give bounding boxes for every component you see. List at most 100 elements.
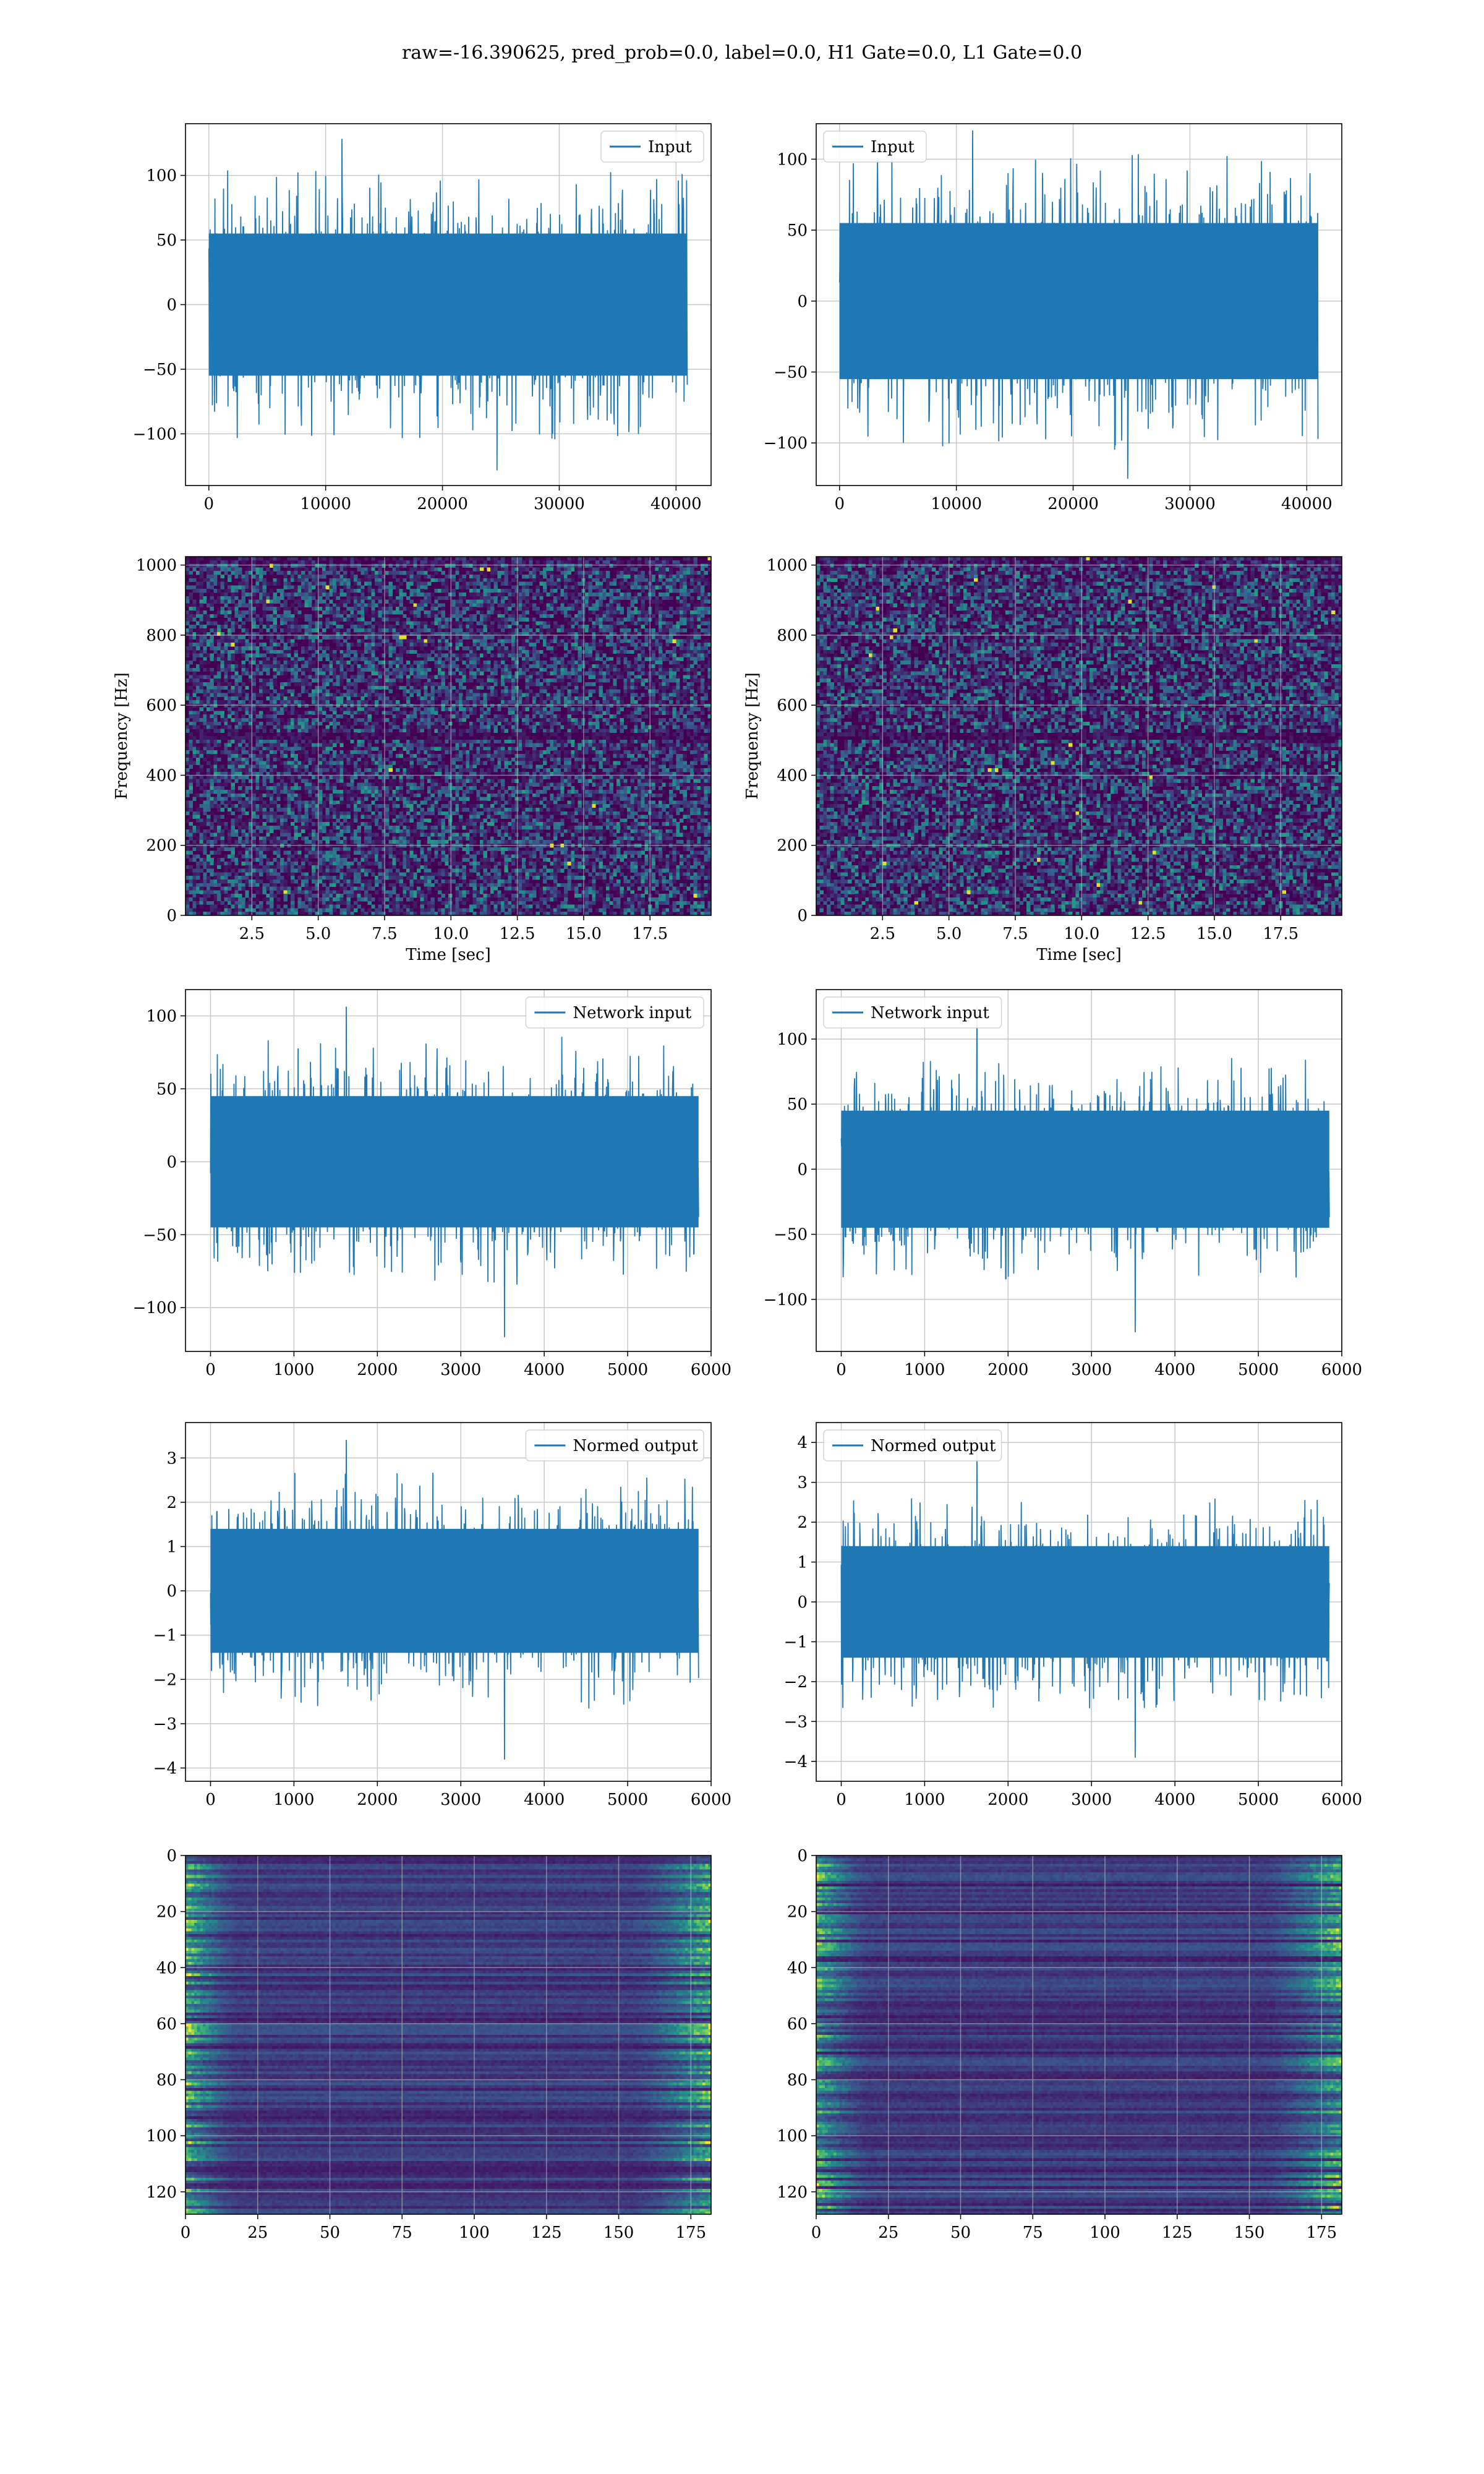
x-tick-label: 0 (811, 2224, 822, 2242)
legend: Input (601, 131, 704, 162)
heatmap-cells (816, 557, 1342, 916)
plot-body (816, 557, 1342, 916)
y-tick-label: 3 (166, 1449, 177, 1468)
signal-core (210, 1096, 698, 1227)
y-tick-label: 0 (166, 296, 177, 315)
heatmap-cells (816, 1856, 1342, 2215)
y-tick-label: 800 (146, 627, 177, 645)
y-tick-label: 120 (777, 2183, 808, 2202)
y-axis-label: Frequency [Hz] (743, 672, 762, 800)
y-tick-label: −1 (153, 1627, 177, 1645)
y-tick-label: −100 (133, 425, 177, 443)
y-tick-label: 200 (777, 837, 808, 855)
x-tick-label: 75 (1023, 2224, 1043, 2242)
signal-core (841, 1111, 1329, 1228)
x-tick-label: 100 (459, 2224, 490, 2242)
y-tick-label: 0 (166, 1582, 177, 1601)
y-tick-label: 80 (787, 2071, 808, 2090)
y-tick-label: 50 (787, 1095, 808, 1114)
y-tick-label: 1 (166, 1538, 177, 1556)
y-tick-label: 400 (777, 766, 808, 785)
y-tick-label: 100 (146, 167, 177, 186)
legend: Network input (526, 997, 704, 1028)
y-tick-label: 100 (777, 2127, 808, 2146)
legend-label: Normed output (573, 1437, 698, 1455)
plot-body (186, 1423, 711, 1781)
y-tick-label: −100 (764, 1291, 808, 1309)
x-tick-label: 75 (392, 2224, 412, 2242)
signal-core (209, 234, 688, 376)
y-tick-label: 800 (777, 627, 808, 645)
y-tick-label: 4 (797, 1434, 808, 1452)
heatmap-cells (186, 1856, 712, 2215)
signal-core (210, 1529, 698, 1653)
plot-body (186, 557, 712, 916)
y-tick-label: 40 (156, 1959, 177, 1977)
y-tick-label: 100 (777, 1030, 808, 1049)
x-tick-label: 175 (1306, 2224, 1337, 2242)
y-tick-label: 50 (156, 1080, 177, 1098)
legend: Normed output (526, 1430, 704, 1461)
y-tick-label: 50 (787, 221, 808, 240)
y-tick-label: 600 (146, 696, 177, 715)
y-tick-label: 2 (797, 1513, 808, 1532)
plot-body (186, 124, 711, 486)
plot-body (816, 1423, 1342, 1781)
x-tick-label: 0 (181, 2224, 191, 2242)
x-tick-label: 125 (1162, 2224, 1193, 2242)
y-axis-label: Frequency [Hz] (113, 672, 131, 800)
x-tick-label: 50 (320, 2224, 340, 2242)
y-tick-label: 0 (166, 1847, 177, 1865)
x-tick-label: 175 (675, 2224, 706, 2242)
y-tick-label: 0 (797, 1847, 808, 1865)
y-tick-label: 60 (787, 2015, 808, 2034)
signal-core (840, 223, 1318, 379)
signal-core (841, 1546, 1329, 1658)
x-tick-label: 25 (878, 2224, 898, 2242)
x-tick-label: 100 (1090, 2224, 1120, 2242)
y-tick-label: −50 (774, 363, 808, 382)
y-tick-label: 3 (797, 1474, 808, 1492)
y-tick-label: 1000 (136, 557, 177, 575)
y-tick-label: 600 (777, 696, 808, 715)
y-tick-label: −1 (784, 1633, 808, 1651)
y-tick-label: 20 (787, 1903, 808, 1922)
x-tick-label: 50 (950, 2224, 971, 2242)
y-tick-label: 200 (146, 837, 177, 855)
y-tick-label: −100 (133, 1299, 177, 1317)
y-tick-label: 0 (797, 1160, 808, 1179)
y-tick-label: 40 (787, 1959, 808, 1977)
legend: Network input (824, 997, 1002, 1028)
x-tick-label: 25 (247, 2224, 268, 2242)
y-tick-label: 2 (166, 1494, 177, 1512)
y-tick-label: 100 (146, 2127, 177, 2146)
plot-body (816, 124, 1342, 486)
chart-embedding-l1: 0 25 50 75 100 125 150 175 0 20 40 60 80 100 120 (730, 1769, 1428, 2301)
legend: Input (824, 131, 926, 162)
y-tick-label: 1 (797, 1554, 808, 1572)
y-tick-label: 80 (156, 2071, 177, 2090)
legend: Normed output (824, 1430, 1002, 1461)
plot-body (816, 990, 1342, 1351)
legend-label: Input (648, 138, 692, 156)
y-tick-label: −2 (784, 1673, 808, 1692)
y-tick-label: −2 (153, 1671, 177, 1689)
legend-label: Normed output (871, 1437, 996, 1455)
legend-label: Network input (573, 1004, 691, 1022)
plot-body (186, 990, 711, 1351)
y-tick-label: −50 (774, 1226, 808, 1244)
y-tick-label: 20 (156, 1903, 177, 1922)
plot-body (186, 1856, 712, 2215)
x-tick-label: 150 (1234, 2224, 1265, 2242)
y-tick-label: 0 (166, 1153, 177, 1171)
legend-label: Input (871, 138, 915, 156)
y-tick-label: 400 (146, 766, 177, 785)
y-tick-label: 1000 (767, 557, 808, 575)
y-tick-label: −3 (784, 1713, 808, 1731)
y-tick-label: −50 (143, 1226, 177, 1244)
y-tick-label: −50 (143, 361, 177, 379)
y-tick-label: 100 (777, 150, 808, 169)
plot-body (816, 1856, 1342, 2215)
y-tick-label: 50 (156, 231, 177, 250)
